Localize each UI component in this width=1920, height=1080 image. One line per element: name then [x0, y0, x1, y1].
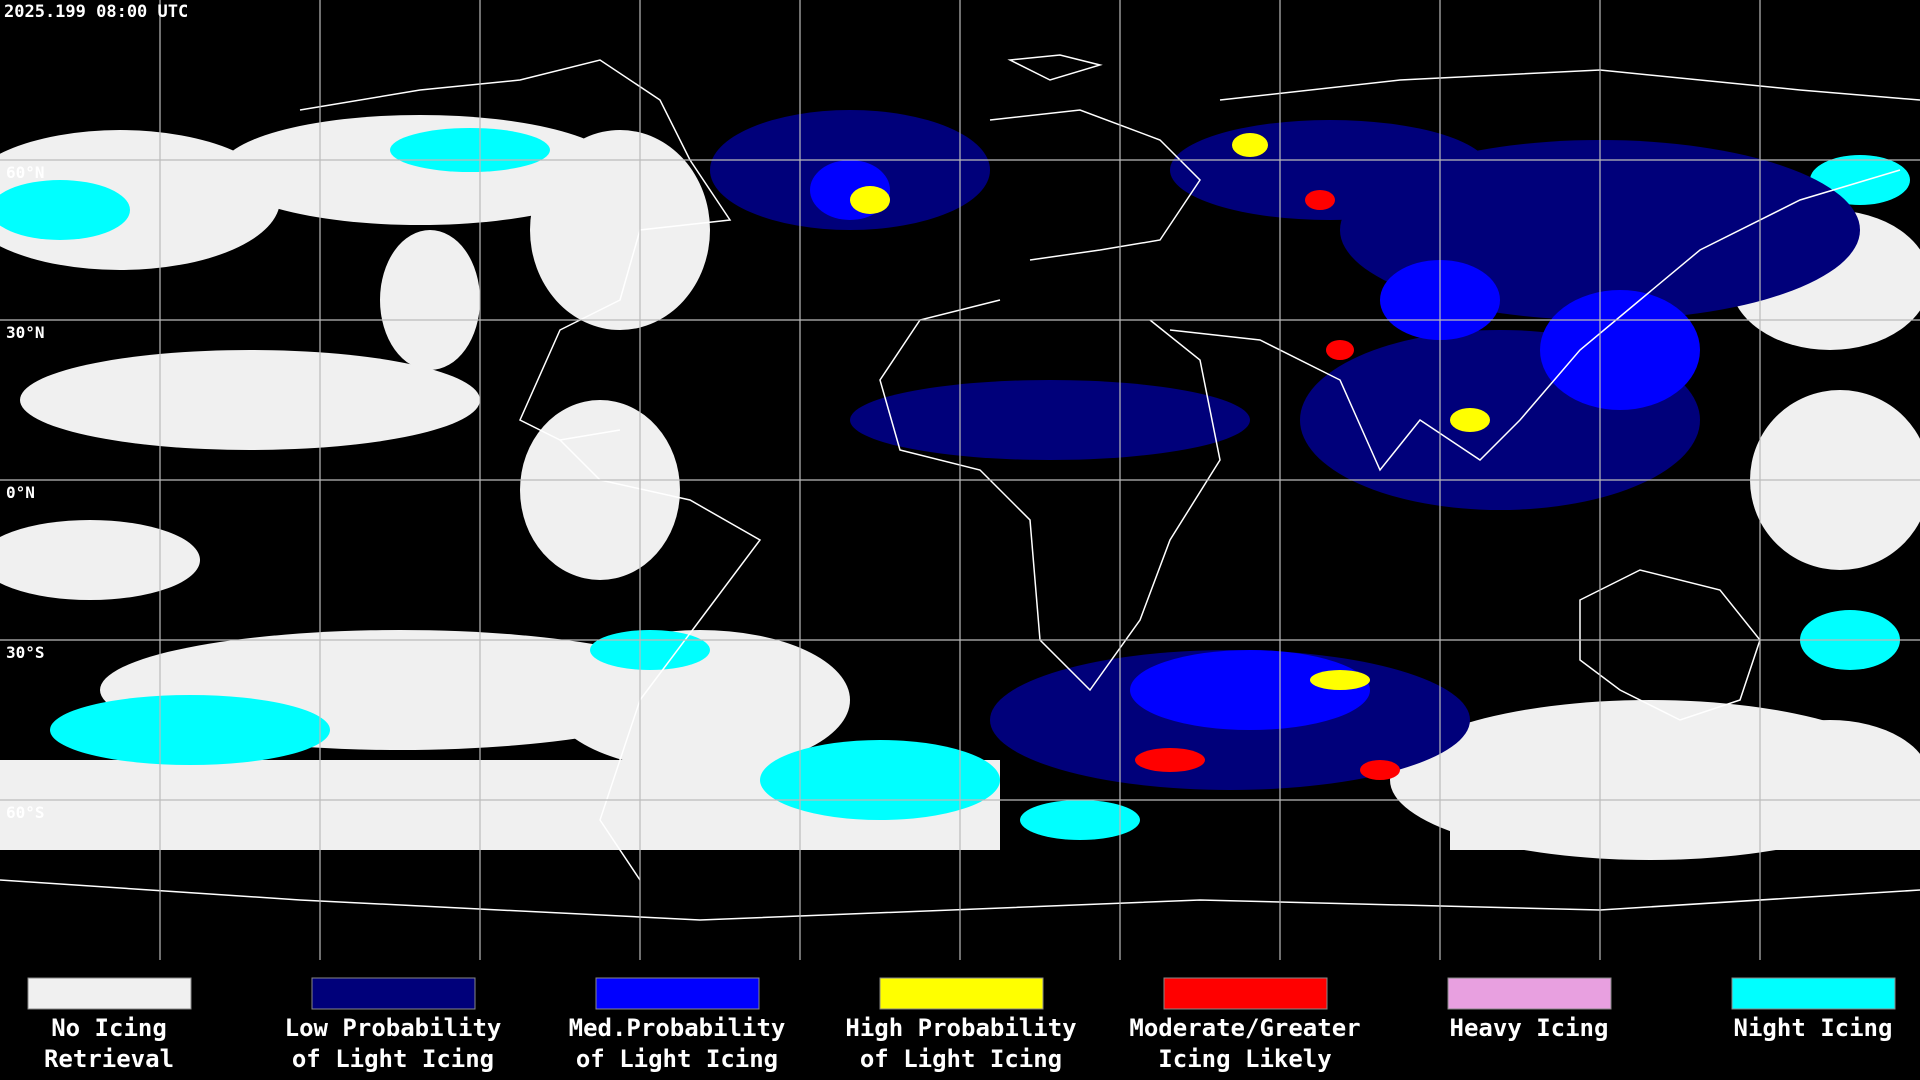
legend-label: Heavy Icing — [1450, 1014, 1609, 1042]
latitude-label: 0°N — [6, 483, 35, 502]
legend-swatch — [1447, 977, 1612, 1010]
timestamp: 2025.199 08:00 UTC — [4, 2, 188, 22]
legend-label: of Light Icing — [576, 1045, 778, 1073]
legend-label: Low Probability — [285, 1014, 502, 1042]
legend-swatch — [1163, 977, 1328, 1010]
legend: No Icing Retrieval Low Probability of Light… — [27, 977, 1896, 1073]
legend-label: No Icing — [51, 1014, 167, 1042]
latitude-labels: 60°N 30°N 0°N 30°S 60°S — [6, 163, 45, 822]
legend-label: Icing Likely — [1158, 1045, 1331, 1073]
legend-label: of Light Icing — [860, 1045, 1062, 1073]
graticule — [0, 0, 1920, 960]
latitude-label: 30°S — [6, 643, 45, 662]
latitude-label: 60°S — [6, 803, 45, 822]
map — [0, 0, 1920, 960]
legend-label: of Light Icing — [292, 1045, 494, 1073]
legend-swatch — [1731, 977, 1896, 1010]
latitude-label: 30°N — [6, 323, 45, 342]
legend-label: High Probability — [845, 1014, 1076, 1042]
coastlines — [0, 54, 1920, 921]
legend-swatch — [879, 977, 1044, 1010]
legend-label: Med.Probability — [569, 1014, 786, 1042]
legend-label: Retrieval — [44, 1045, 174, 1073]
legend-swatch — [311, 977, 476, 1010]
legend-swatch — [595, 977, 760, 1010]
legend-label: Moderate/Greater — [1129, 1014, 1360, 1042]
latitude-label: 60°N — [6, 163, 45, 182]
legend-label: Night Icing — [1734, 1014, 1893, 1042]
legend-swatch — [27, 977, 192, 1010]
